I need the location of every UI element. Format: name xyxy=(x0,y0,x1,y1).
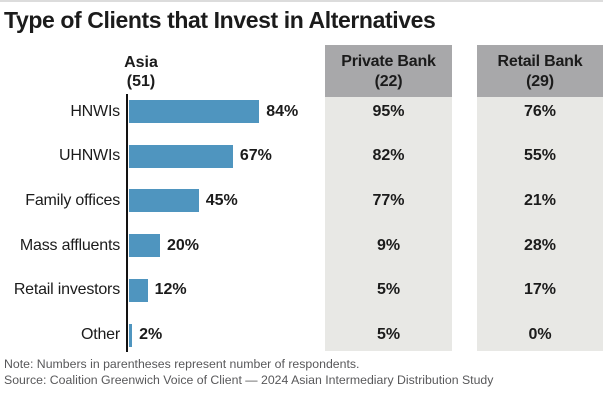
private-bank-value: 95% xyxy=(372,102,405,120)
retail-bank-header: Retail Bank (29) xyxy=(477,45,603,97)
asia-respondent-count: (51) xyxy=(126,73,156,90)
retail-bank-value: 0% xyxy=(528,326,552,343)
category-label: Other xyxy=(80,326,120,343)
asia-bar xyxy=(129,144,233,168)
retail-bank-value: 21% xyxy=(523,191,557,209)
private-bank-label: Private Bank xyxy=(341,53,436,70)
asia-bar xyxy=(129,323,133,347)
category-row: UHNWIs 67% 82% 55% xyxy=(0,134,603,179)
footer: Note: Numbers in parentheses represent n… xyxy=(4,356,493,388)
category-row: Mass affluents 20% 9% 28% xyxy=(0,223,603,268)
category-row: Family offices 45% 77% 21% xyxy=(0,178,603,223)
y-axis-line xyxy=(126,94,128,352)
private-bank-column-background xyxy=(325,97,452,351)
private-bank-respondent-count: (22) xyxy=(374,73,403,90)
retail-bank-value: 17% xyxy=(523,281,557,299)
asia-bar xyxy=(129,234,160,258)
category-row: HNWIs 84% 95% 76% xyxy=(0,89,603,134)
chart-title: Type of Clients that Invest in Alternati… xyxy=(4,7,436,33)
asia-bar-value: 45% xyxy=(205,191,238,209)
category-label: UHNWIs xyxy=(58,147,120,165)
note-text: Note: Numbers in parentheses represent n… xyxy=(4,357,360,371)
asia-bar-value: 2% xyxy=(139,326,163,343)
asia-bar-value: 67% xyxy=(239,147,272,165)
private-bank-value: 9% xyxy=(376,236,401,254)
asia-bar xyxy=(129,189,199,213)
asia-bar-value: 20% xyxy=(167,236,200,254)
retail-bank-respondent-count: (29) xyxy=(526,73,554,90)
retail-bank-column-background xyxy=(477,97,603,351)
category-label: HNWIs xyxy=(70,102,120,120)
retail-bank-label: Retail Bank xyxy=(497,53,583,70)
category-label: Family offices xyxy=(25,191,120,209)
category-row: Other 2% 5% 0% xyxy=(0,313,603,358)
retail-bank-value: 76% xyxy=(523,102,557,120)
category-label: Mass affluents xyxy=(19,236,120,254)
asia-bar-value: 84% xyxy=(266,102,299,120)
retail-bank-value: 28% xyxy=(523,236,557,254)
category-row: Retail investors 12% 5% 17% xyxy=(0,268,603,313)
asia-bar-value: 12% xyxy=(154,281,187,299)
private-bank-value: 77% xyxy=(372,191,405,209)
source-text: Source: Coalition Greenwich Voice of Cli… xyxy=(4,373,494,387)
asia-bar xyxy=(129,278,148,302)
asia-label: Asia xyxy=(124,54,158,71)
retail-bank-value: 55% xyxy=(523,147,557,165)
category-label: Retail investors xyxy=(13,281,120,299)
private-bank-value: 82% xyxy=(372,147,405,165)
private-bank-value: 5% xyxy=(376,281,401,299)
private-bank-value: 5% xyxy=(376,326,401,343)
asia-column-header: Asia (51) xyxy=(66,53,216,91)
asia-bar xyxy=(129,100,260,123)
private-bank-header: Private Bank (22) xyxy=(325,45,452,97)
top-divider xyxy=(0,0,603,2)
